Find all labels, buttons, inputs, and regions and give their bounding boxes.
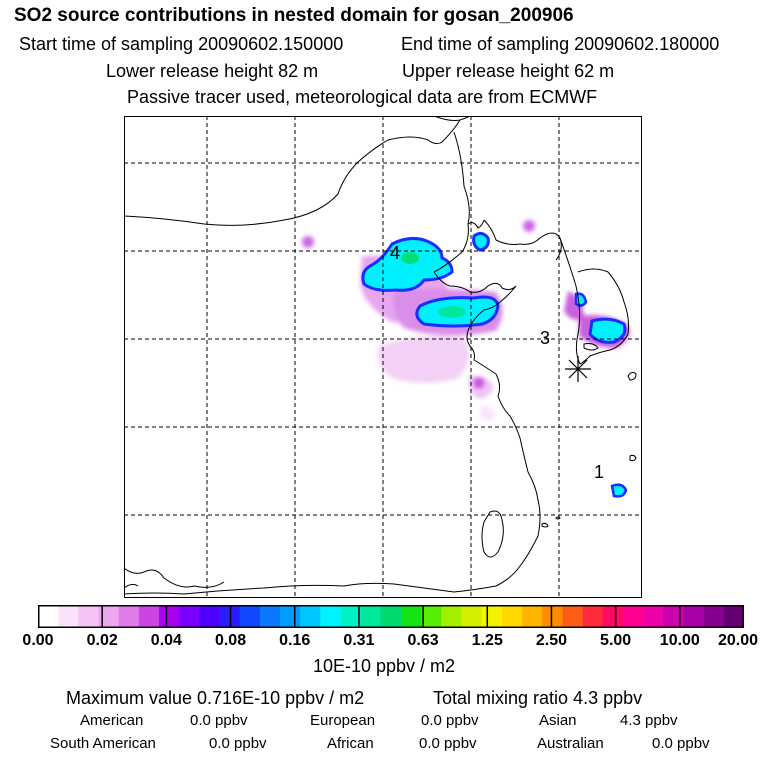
start-time-label: Start time of sampling 20090602.150000 xyxy=(19,34,344,54)
colorbar-swatch xyxy=(723,605,744,628)
colorbar-swatch xyxy=(602,605,624,628)
colorbar-swatch xyxy=(481,605,503,628)
concentration-map: 4 3 1 xyxy=(124,116,642,598)
colorbar-swatch xyxy=(522,605,543,628)
maximum-value: Maximum value 0.716E-10 ppbv / m2 xyxy=(66,688,365,708)
colorbar-tick-label: 0.16 xyxy=(279,632,311,649)
colorbar-tick-label: 0.08 xyxy=(214,632,247,649)
tracer-note: Passive tracer used, meteorological data… xyxy=(127,87,598,107)
colorbar-swatch xyxy=(461,605,483,628)
colorbar-swatch xyxy=(663,605,684,628)
colorbar-swatch xyxy=(340,605,362,628)
colorbar-swatch xyxy=(38,605,59,628)
region-american-value: 0.0 ppbv xyxy=(190,712,248,729)
colorbar-swatch xyxy=(78,605,99,628)
end-time-label: End time of sampling 20090602.180000 xyxy=(401,34,720,54)
colorbar-swatch xyxy=(501,605,523,628)
colorbar xyxy=(38,605,744,628)
colorbar-swatch xyxy=(320,605,341,628)
colorbar-swatch xyxy=(421,605,442,628)
colorbar-tick-label: 5.00 xyxy=(600,632,632,649)
total-mixing-ratio: Total mixing ratio 4.3 ppbv xyxy=(433,688,643,708)
colorbar-swatch xyxy=(199,605,220,628)
colorbar-swatch xyxy=(542,605,563,628)
colorbar-swatch xyxy=(179,605,200,628)
region-australian-name: Australian xyxy=(537,735,604,752)
region-african-name: African xyxy=(327,735,374,752)
colorbar-tick-label: 0.02 xyxy=(86,632,118,649)
region-australian-value: 0.0 ppbv xyxy=(652,735,710,752)
region-african-value: 0.0 ppbv xyxy=(419,735,477,752)
coastline-layer xyxy=(124,116,637,595)
colorbar-swatch xyxy=(58,605,79,628)
source-3-label: 3 xyxy=(540,328,550,348)
colorbar-tick-label: 0.31 xyxy=(343,632,375,649)
colorbar-swatch xyxy=(703,605,725,628)
region-south-american-name: South American xyxy=(50,735,156,752)
colorbar-tick-label: 2.50 xyxy=(535,632,568,649)
colorbar-border xyxy=(38,605,744,628)
colorbar-swatch xyxy=(98,605,119,628)
source-4-label: 4 xyxy=(390,243,400,263)
region-asian-name: Asian xyxy=(539,712,577,729)
colorbar-swatch xyxy=(643,605,664,628)
map-title: SO2 source contributions in nested domai… xyxy=(14,5,574,26)
region-european-name: European xyxy=(310,712,376,729)
colorbar-swatch xyxy=(159,605,180,628)
upper-release-label: Upper release height 62 m xyxy=(402,61,615,81)
colorbar-swatch xyxy=(683,605,704,628)
colorbar-swatch xyxy=(622,605,644,628)
colorbar-tick-label: 0.63 xyxy=(407,632,439,649)
colorbar-units: 10E-10 ppbv / m2 xyxy=(312,656,456,676)
colorbar-tick-label: 10.00 xyxy=(659,632,700,649)
colorbar-swatch xyxy=(360,605,382,628)
colorbar-swatch xyxy=(300,605,321,628)
colorbar-swatch xyxy=(562,605,583,628)
asterisk-marker-icon xyxy=(565,356,591,382)
plume-layer xyxy=(302,220,630,498)
region-american-name: American xyxy=(80,712,144,729)
colorbar-tick-label: 0.04 xyxy=(150,632,182,649)
colorbar-swatch xyxy=(582,605,604,628)
region-asian-value: 4.3 ppbv xyxy=(620,712,678,729)
colorbar-tick-label: 1.25 xyxy=(471,632,503,649)
colorbar-swatch xyxy=(280,605,301,628)
colorbar-swatch xyxy=(380,605,402,628)
region-european-value: 0.0 ppbv xyxy=(421,712,479,729)
colorbar-swatch xyxy=(239,605,261,628)
colorbar-swatch xyxy=(441,605,462,628)
source-1-label: 1 xyxy=(594,462,604,482)
region-south-american-value: 0.0 ppbv xyxy=(209,735,267,752)
colorbar-swatch xyxy=(138,605,160,628)
colorbar-swatch xyxy=(401,605,422,628)
colorbar-tick-label: 20.00 xyxy=(717,632,759,649)
colorbar-swatch xyxy=(219,605,241,628)
lower-release-label: Lower release height 82 m xyxy=(106,61,319,81)
colorbar-tick-label: 0.00 xyxy=(22,632,54,649)
colorbar-swatch xyxy=(259,605,281,628)
colorbar-swatch xyxy=(118,605,140,628)
grid-lines xyxy=(124,116,642,598)
